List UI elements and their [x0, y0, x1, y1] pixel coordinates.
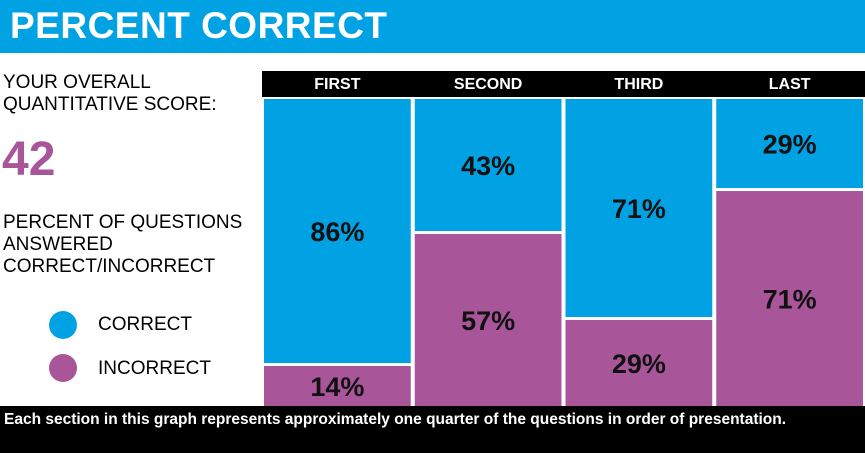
data-label: 71% — [763, 285, 817, 315]
data-label: 43% — [461, 151, 515, 181]
data-label: 57% — [461, 306, 515, 336]
legend-incorrect-dot — [49, 354, 77, 382]
data-label: 29% — [612, 349, 666, 379]
category-label: FIRST — [314, 76, 360, 93]
legend-correct-label: CORRECT — [98, 314, 192, 335]
data-label: 71% — [612, 194, 666, 224]
title-bar: PERCENT CORRECT — [0, 0, 865, 53]
incorrect-bar-segment — [414, 234, 562, 406]
score-label: YOUR OVERALL QUANTITATIVE SCORE: — [3, 72, 217, 115]
legend-incorrect-label: INCORRECT — [98, 358, 211, 379]
correct-bar-segment — [264, 99, 411, 364]
category-label: LAST — [769, 76, 811, 93]
stacked-bar-chart: FIRST 86% 14% SECOND 43% 57% THIRD 71% 29% LAST 29… — [262, 71, 865, 406]
correct-bar-segment — [565, 99, 713, 317]
score-value: 42 — [2, 133, 56, 186]
category-header-bar — [262, 71, 865, 97]
legend-correct-dot — [49, 311, 77, 339]
footer-note: Each section in this graph represents ap… — [0, 406, 865, 453]
category-label: THIRD — [614, 76, 663, 93]
correct-bar-segment — [716, 99, 863, 189]
questions-label: PERCENT OF QUESTIONS ANSWERED CORRECT/IN… — [3, 212, 243, 277]
data-label: 86% — [310, 217, 364, 247]
data-label: 29% — [763, 130, 817, 160]
incorrect-bar-segment — [565, 319, 713, 406]
page-title: PERCENT CORRECT — [10, 5, 388, 46]
incorrect-bar-segment — [716, 191, 863, 406]
correct-bar-segment — [414, 99, 562, 232]
incorrect-bar-segment — [264, 366, 411, 406]
category-label: SECOND — [454, 76, 522, 93]
data-label: 14% — [310, 372, 364, 402]
